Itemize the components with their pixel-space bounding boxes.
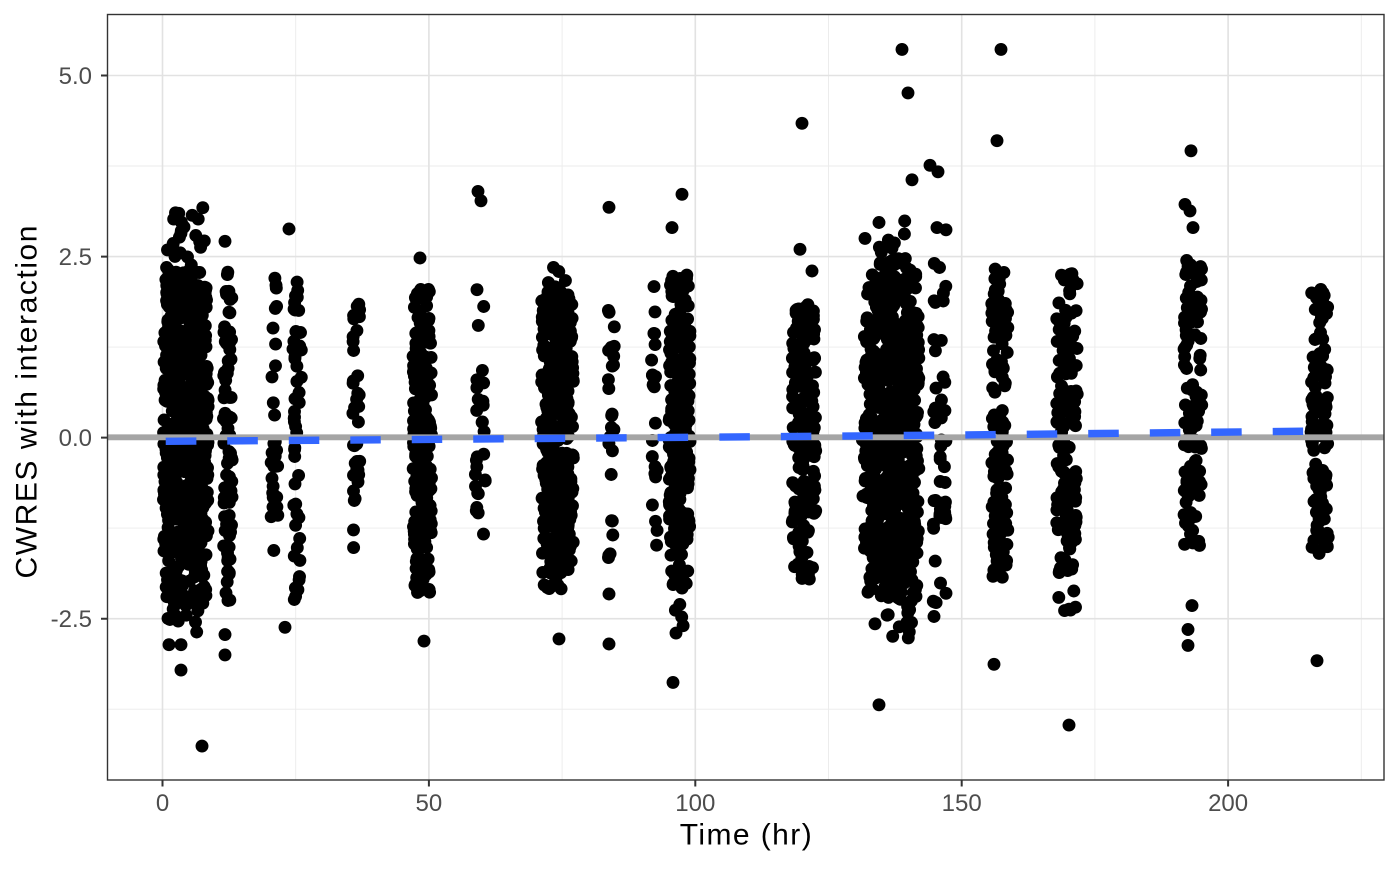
svg-text:100: 100 <box>675 790 715 817</box>
svg-text:50: 50 <box>416 790 443 817</box>
svg-text:0.0: 0.0 <box>59 425 92 452</box>
svg-text:0: 0 <box>156 790 169 817</box>
svg-text:CWRES with interaction: CWRES with interaction <box>11 226 44 579</box>
svg-text:Time (hr): Time (hr) <box>680 818 812 851</box>
svg-text:200: 200 <box>1208 790 1248 817</box>
svg-text:2.5: 2.5 <box>59 244 92 271</box>
svg-text:150: 150 <box>942 790 982 817</box>
svg-text:-2.5: -2.5 <box>51 606 92 633</box>
svg-text:5.0: 5.0 <box>59 63 92 90</box>
